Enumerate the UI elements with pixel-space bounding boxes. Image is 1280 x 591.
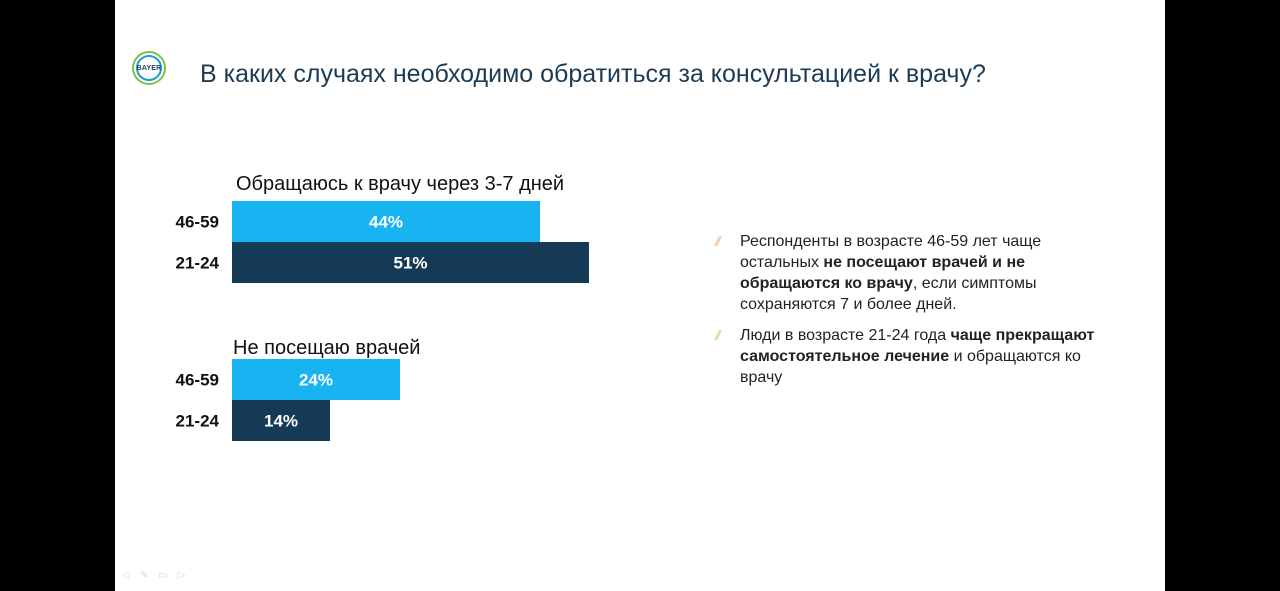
category-label: 21-24: [176, 412, 220, 431]
note-emphasis: чаще прекращают самостоятельное лечение: [740, 327, 1095, 365]
logo-text: BAYER: [136, 64, 162, 72]
slides-icon[interactable]: ▭: [158, 570, 168, 581]
prev-icon[interactable]: ◁: [122, 570, 130, 581]
data-label: 44%: [369, 213, 403, 232]
slide: BAYER В каких случаях необходимо обратит…: [115, 0, 1165, 591]
note-item: // Люди в возрасте 21-24 года чаще прекра…: [715, 325, 1095, 388]
bar: [232, 400, 330, 441]
notes-list: // Респонденты в возрасте 46-59 лет чаще …: [715, 231, 1095, 398]
note-item: // Респонденты в возрасте 46-59 лет чаще …: [715, 231, 1095, 315]
note-text: Люди в возрасте 21-24 года: [740, 327, 951, 344]
bar: [232, 242, 589, 283]
note-text: и обращаются ко врачу: [740, 348, 1081, 386]
pointer-icon[interactable]: ✎: [139, 570, 149, 581]
bar: [232, 201, 540, 242]
category-label: 46-59: [176, 213, 219, 232]
page-title: В каких случаях необходимо обратиться за…: [200, 60, 986, 88]
category-label: 46-59: [176, 371, 219, 390]
note-emphasis: не посещают врачей и не обращаются ко вр…: [740, 254, 1025, 292]
data-label: 51%: [393, 254, 427, 273]
note-text: , если симптомы сохраняются 7 и более дн…: [740, 275, 1037, 313]
viewer-controls: ◁ ✎ ▭ ▷: [122, 570, 185, 581]
next-icon[interactable]: ▷: [177, 570, 186, 581]
note-marker: //: [715, 233, 721, 249]
data-label: 24%: [299, 371, 333, 390]
category-label: 21-24: [176, 254, 220, 273]
chart-title: Не посещаю врачей: [233, 337, 420, 359]
chart-title: Обращаюсь к врачу через 3-7 дней: [236, 173, 564, 195]
note-marker: //: [715, 327, 721, 343]
data-label: 14%: [264, 412, 298, 431]
note-text: Респонденты в возрасте 46-59 лет чаще ос…: [740, 233, 1042, 271]
bayer-logo: BAYER: [132, 51, 166, 85]
bar: [232, 359, 400, 400]
bar-charts: Обращаюсь к врачу через 3-7 дней 46-59 44%…: [176, 173, 589, 441]
